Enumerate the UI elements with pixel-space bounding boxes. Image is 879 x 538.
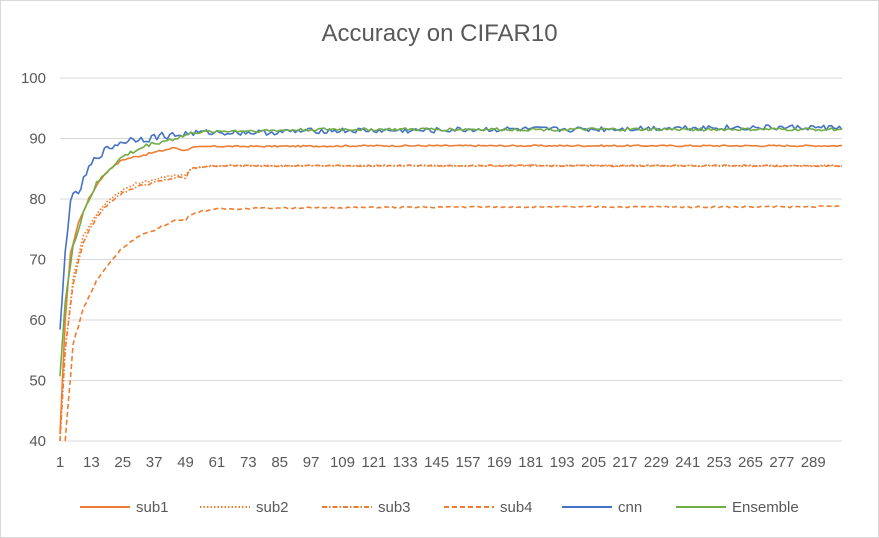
- x-tick-label: 109: [330, 454, 355, 471]
- x-tick-label: 169: [487, 454, 512, 471]
- legend-swatch: [562, 506, 612, 508]
- x-tick-label: 85: [271, 454, 288, 471]
- y-tick-label: 60: [29, 312, 46, 329]
- x-tick-label: 121: [361, 454, 386, 471]
- y-tick-label: 90: [29, 131, 46, 148]
- legend-label: cnn: [618, 498, 643, 516]
- legend-label: sub3: [378, 498, 411, 516]
- x-tick-label: 97: [303, 454, 320, 471]
- x-tick-label: 49: [177, 454, 194, 471]
- y-tick-label: 70: [29, 252, 46, 269]
- legend-item-ensemble: Ensemble: [676, 496, 799, 518]
- legend: sub1 sub2 sub3 sub4 cnn Ensemble: [0, 496, 879, 518]
- x-tick-label: 277: [769, 454, 794, 471]
- x-tick-label: 229: [644, 454, 669, 471]
- chart-title: Accuracy on CIFAR10: [321, 20, 558, 47]
- legend-swatch: [80, 506, 130, 508]
- legend-label: sub2: [256, 498, 289, 516]
- x-tick-label: 253: [707, 454, 732, 471]
- x-tick-label: 181: [518, 454, 543, 471]
- x-tick-label: 145: [424, 454, 449, 471]
- y-tick-label: 40: [29, 433, 46, 450]
- legend-item-cnn: cnn: [562, 496, 642, 518]
- series-line-sub1: [59, 144, 843, 435]
- legend-label: sub1: [136, 498, 169, 516]
- series-line-sub4: [64, 205, 843, 441]
- legend-item-sub4: sub4: [444, 496, 533, 518]
- x-tick-label: 73: [240, 454, 257, 471]
- series-line-sub3: [59, 164, 843, 442]
- legend-item-sub3: sub3: [322, 496, 411, 518]
- legend-label: sub4: [500, 498, 533, 516]
- legend-item-sub1: sub1: [80, 496, 169, 518]
- legend-swatch: [200, 506, 250, 508]
- x-tick-label: 289: [801, 454, 826, 471]
- x-tick-label: 157: [455, 454, 480, 471]
- legend-swatch: [676, 506, 726, 508]
- x-tick-label: 205: [581, 454, 606, 471]
- series-line-sub2: [59, 164, 843, 442]
- legend-swatch: [444, 506, 494, 508]
- x-tick-label: 1: [56, 454, 64, 471]
- x-tick-label: 193: [550, 454, 575, 471]
- y-tick-label: 80: [29, 191, 46, 208]
- x-tick-label: 37: [146, 454, 163, 471]
- y-tick-label: 100: [21, 70, 46, 87]
- x-tick-label: 25: [114, 454, 131, 471]
- x-tick-label: 241: [675, 454, 700, 471]
- legend-swatch: [322, 506, 372, 508]
- x-tick-label: 13: [83, 454, 100, 471]
- x-tick-label: 265: [738, 454, 763, 471]
- y-tick-label: 50: [29, 373, 46, 390]
- legend-item-sub2: sub2: [200, 496, 289, 518]
- legend-label: Ensemble: [732, 498, 799, 516]
- series-line-ensemble: [59, 127, 843, 377]
- x-tick-label: 217: [612, 454, 637, 471]
- x-tick-label: 133: [393, 454, 418, 471]
- x-tick-label: 61: [209, 454, 226, 471]
- series-line-cnn: [59, 124, 843, 330]
